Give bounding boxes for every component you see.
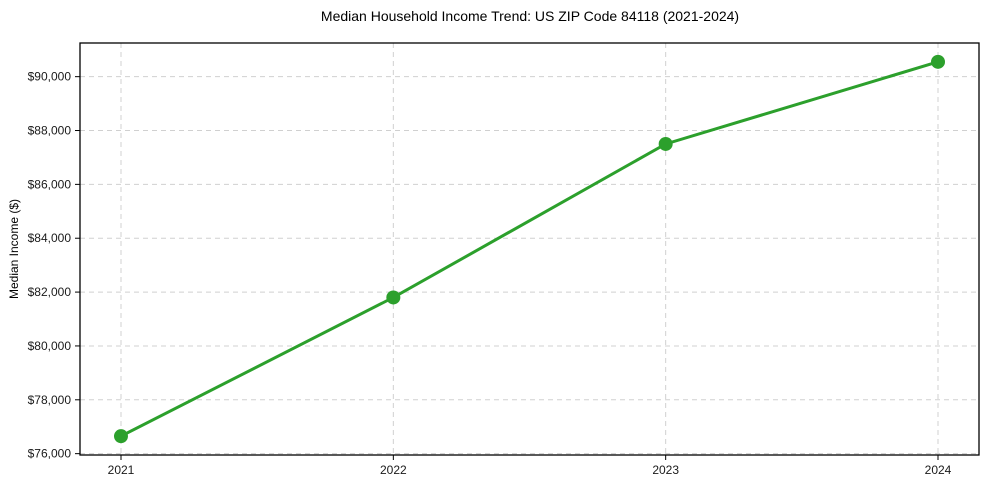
x-tick-label: 2024 (925, 463, 952, 477)
y-tick-label: $78,000 (28, 393, 72, 407)
y-tick-label: $82,000 (28, 285, 72, 299)
chart-title: Median Household Income Trend: US ZIP Co… (320, 8, 740, 24)
y-tick-label: $80,000 (28, 339, 72, 353)
x-tick-label: 2022 (380, 463, 407, 477)
y-tick-label: $84,000 (28, 231, 72, 245)
data-point (931, 54, 945, 69)
trend-line (119, 60, 940, 438)
data-point (114, 429, 128, 444)
data-point (658, 136, 673, 151)
y-tick-label: $90,000 (28, 70, 72, 84)
x-tick-label: 2021 (108, 463, 135, 477)
x-tick-label: 2023 (652, 463, 679, 477)
y-tick-label: $86,000 (28, 177, 72, 191)
y-tick-label: $76,000 (28, 447, 72, 461)
data-point (386, 290, 401, 305)
plot-border (79, 42, 980, 456)
y-tick-label: $88,000 (28, 124, 72, 138)
